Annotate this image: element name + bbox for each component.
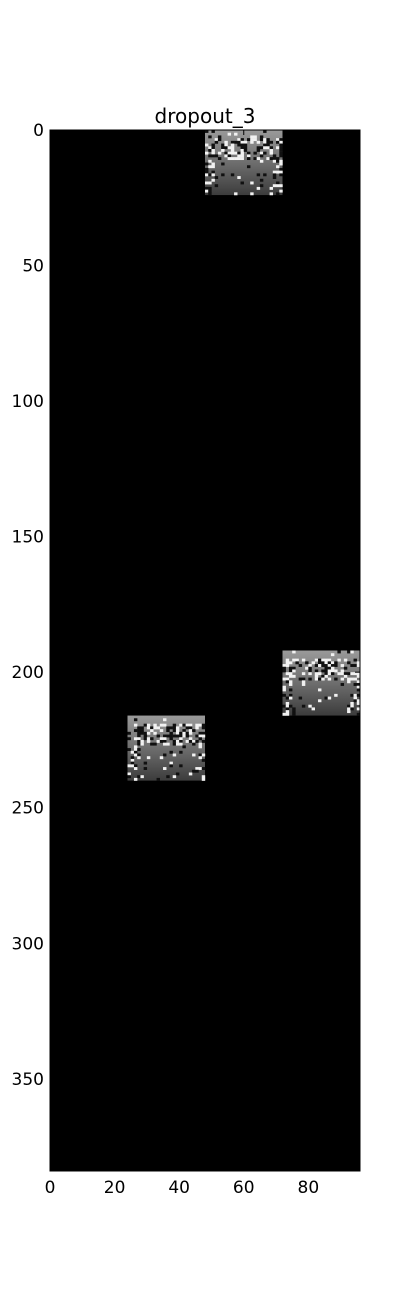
feature-tile (205, 130, 283, 196)
tiles-layer (127, 130, 361, 781)
feature-tile (127, 715, 206, 781)
x-tick-label: 0 (45, 1178, 56, 1198)
y-tick-label: 50 (22, 257, 44, 277)
y-axis: 0 50 100 150 200 250 300 350 (12, 121, 360, 1090)
x-axis: 0 20 40 60 80 (45, 130, 320, 1198)
y-tick-label: 250 (12, 799, 44, 819)
y-tick-label: 150 (12, 528, 44, 548)
x-tick-label: 80 (298, 1178, 320, 1198)
x-tick-label: 20 (104, 1178, 126, 1198)
y-tick-label: 300 (12, 934, 44, 954)
y-tick-label: 200 (12, 663, 44, 683)
plot-frame (49, 129, 361, 1172)
feature-tile (282, 650, 361, 716)
chart-title: dropout_3 (155, 104, 256, 128)
x-tick-label: 60 (233, 1178, 255, 1198)
y-tick-label: 100 (12, 392, 44, 412)
y-tick-label: 350 (12, 1070, 44, 1090)
x-tick-label: 40 (168, 1178, 190, 1198)
y-tick-label: 0 (33, 121, 44, 141)
plot-area (49, 129, 361, 1172)
